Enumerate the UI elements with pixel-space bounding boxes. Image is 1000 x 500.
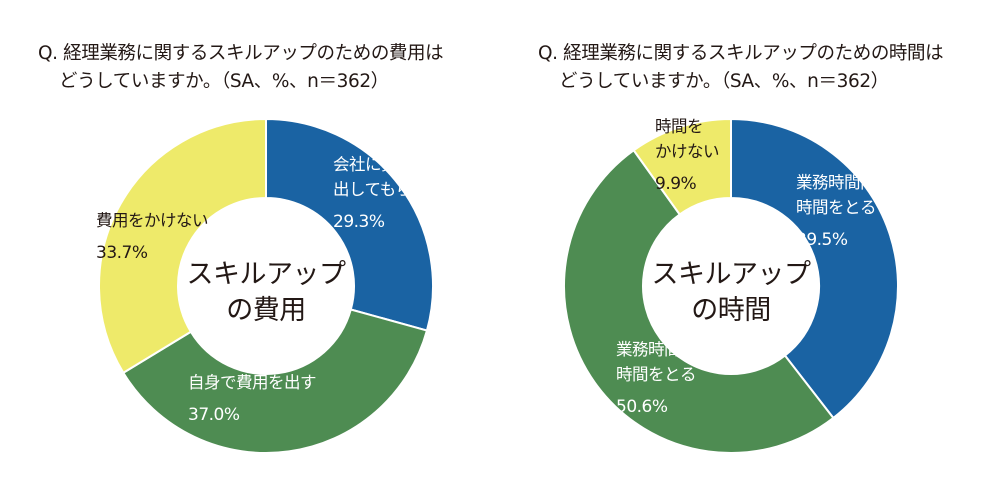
slice-category: 時間を [655,117,704,136]
donut-slice [562,148,835,454]
center-line: の時間 [691,295,771,326]
center-line: の費用 [226,295,306,326]
chart-panel-time: Q. 経理業務に関するスキルアップのための時間は どうしていますか。（SA、%、… [500,0,1000,500]
question-line: Q. 経理業務に関するスキルアップのための費用は [38,43,444,64]
slice-label: 業務時間内に 時間をとる 39.5% [796,170,893,253]
slice-percent: 37.0% [188,405,240,425]
donut-center-label: スキルアップ の費用 [176,257,356,329]
slice-category: 時間をとる [796,198,877,217]
slice-percent: 9.9% [655,174,697,194]
slice-percent: 33.7% [96,243,148,263]
question-title: Q. 経理業務に関するスキルアップのための時間は どうしていますか。（SA、%、… [538,40,998,96]
question-title: Q. 経理業務に関するスキルアップのための費用は どうしていますか。（SA、%、… [38,40,498,96]
donut-slice [121,308,429,454]
donut-slice [265,117,434,332]
question-line: どうしていますか。（SA、%、n＝362） [559,71,889,92]
question-line: Q. 経理業務に関するスキルアップのための時間は [538,43,944,64]
slice-label: 費用をかけない 33.7% [96,208,209,266]
center-line: スキルアップ [186,259,347,290]
slice-percent: 39.5% [796,230,848,250]
question-line: どうしていますか。（SA、%、n＝362） [59,71,389,92]
center-line: スキルアップ [651,259,812,290]
slice-label: 自身で費用を出す 37.0% [188,370,317,428]
slice-percent: 50.6% [616,397,668,417]
slice-category: 時間をとる [616,365,697,384]
donut-slice [632,117,732,216]
donut-slice [730,117,899,420]
slice-category: 自身で費用を出す [188,373,317,392]
slice-category: 業務時間外に [616,340,713,359]
slice-label: 時間を かけない 9.9% [655,114,720,197]
donut-chart [562,117,899,454]
chart-panel-cost: Q. 経理業務に関するスキルアップのための費用は どうしていますか。（SA、%、… [38,40,498,454]
donut-slice [98,117,267,375]
slice-label: 業務時間外に 時間をとる 50.6% [616,337,713,420]
donut-chart [98,117,434,454]
slice-category: 業務時間内に [796,173,893,192]
slice-category: 費用をかけない [96,211,209,230]
slice-category: 出してもらう [333,180,428,199]
slice-percent: 29.3% [333,212,385,232]
slice-category: かけない [655,142,720,161]
donut-center-label: スキルアップ の時間 [641,257,821,329]
slice-category: 会社に費用を [333,155,430,174]
slice-label: 会社に費用を 出してもらう 29.3% [333,152,430,235]
